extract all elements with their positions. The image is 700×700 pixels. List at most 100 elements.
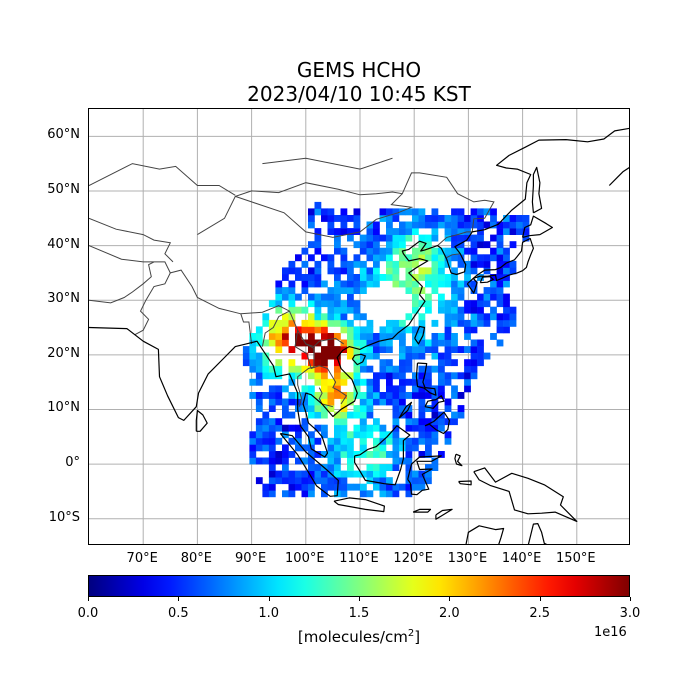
- data-pixel: [373, 424, 380, 432]
- data-pixel: [464, 378, 471, 386]
- data-pixel: [353, 241, 361, 249]
- data-pixel: [334, 274, 341, 281]
- data-pixel: [386, 451, 393, 458]
- data-pixel: [373, 333, 380, 340]
- lon-tick-label: 130°E: [447, 551, 488, 566]
- data-pixel: [503, 215, 510, 222]
- data-pixel: [373, 392, 380, 399]
- data-pixel: [438, 274, 445, 281]
- data-pixel: [288, 365, 296, 373]
- data-pixel: [431, 319, 439, 327]
- data-pixel: [438, 385, 445, 393]
- data-pixel: [405, 418, 413, 426]
- data-pixel: [255, 424, 263, 432]
- coastline: [424, 395, 445, 409]
- data-pixel: [392, 274, 400, 281]
- data-pixel: [438, 280, 445, 288]
- coastline: [527, 523, 548, 544]
- data-pixel: [418, 215, 426, 222]
- data-pixel: [308, 470, 315, 478]
- data-pixel: [457, 247, 465, 255]
- data-pixel: [321, 300, 328, 308]
- data-pixel: [288, 260, 296, 268]
- data-pixel: [496, 260, 504, 268]
- data-pixel: [438, 247, 445, 255]
- data-pixel: [327, 339, 335, 347]
- data-pixel: [490, 306, 497, 314]
- data-pixel: [418, 392, 426, 399]
- coastline: [466, 237, 534, 294]
- country-border: [297, 343, 315, 407]
- data-pixel: [366, 267, 374, 275]
- data-pixel: [314, 464, 322, 471]
- data-pixel: [496, 313, 504, 321]
- data-pixel: [438, 339, 445, 347]
- data-pixel: [503, 221, 510, 229]
- data-pixel: [373, 241, 380, 249]
- data-pixel: [255, 418, 263, 426]
- data-pixel: [327, 267, 335, 275]
- data-pixel: [425, 339, 432, 347]
- data-pixel: [509, 228, 517, 235]
- data-pixel: [392, 411, 400, 419]
- data-pixel: [308, 483, 315, 491]
- data-pixel: [295, 392, 302, 399]
- data-pixel: [366, 346, 374, 353]
- data-pixel: [321, 215, 328, 222]
- coastline: [279, 432, 339, 497]
- data-pixel: [308, 208, 315, 216]
- data-pixel: [425, 254, 432, 262]
- data-pixel: [314, 228, 322, 235]
- data-pixel: [503, 280, 510, 288]
- data-pixel: [249, 378, 257, 386]
- data-pixel: [425, 437, 432, 445]
- data-pixel: [392, 385, 400, 393]
- data-pixel: [321, 385, 328, 393]
- data-pixel: [255, 333, 263, 340]
- data-pixel: [268, 418, 276, 426]
- data-pixel: [308, 359, 315, 367]
- data-pixel: [347, 352, 354, 360]
- data-pixel: [483, 260, 491, 268]
- data-pixel: [268, 405, 276, 412]
- data-pixel: [392, 405, 400, 412]
- lon-tick-label: 120°E: [393, 551, 433, 566]
- data-pixel: [405, 457, 413, 465]
- data-pixel: [470, 365, 478, 373]
- data-pixel: [503, 313, 510, 321]
- data-pixel: [399, 208, 406, 216]
- data-pixel: [451, 221, 458, 229]
- data-pixel: [470, 352, 478, 360]
- data-pixel: [509, 313, 517, 321]
- data-pixel: [249, 365, 257, 373]
- data-pixel: [360, 280, 367, 288]
- data-pixel: [360, 313, 367, 321]
- data-pixel: [366, 254, 374, 262]
- data-pixel: [392, 464, 400, 471]
- data-pixel: [334, 293, 341, 301]
- data-pixel: [334, 319, 341, 327]
- data-pixel: [399, 241, 406, 249]
- data-pixel: [451, 293, 458, 301]
- data-pixel: [321, 359, 328, 367]
- data-pixel: [327, 215, 335, 222]
- data-pixel: [295, 333, 302, 340]
- data-pixel: [451, 300, 458, 308]
- data-pixel: [373, 378, 380, 386]
- data-pixel: [405, 228, 413, 235]
- data-pixel: [392, 451, 400, 458]
- data-pixel: [418, 267, 426, 275]
- data-pixel: [255, 444, 263, 452]
- data-pixel: [490, 221, 497, 229]
- data-pixel: [438, 221, 445, 229]
- data-pixel: [295, 339, 302, 347]
- data-pixel: [418, 378, 426, 386]
- data-pixel: [301, 457, 309, 465]
- data-pixel: [347, 333, 354, 340]
- data-pixel: [334, 424, 341, 432]
- data-pixel: [392, 418, 400, 426]
- data-pixel: [418, 287, 426, 294]
- data-pixel: [496, 221, 504, 229]
- data-pixel: [412, 352, 419, 360]
- data-pixel: [399, 260, 406, 268]
